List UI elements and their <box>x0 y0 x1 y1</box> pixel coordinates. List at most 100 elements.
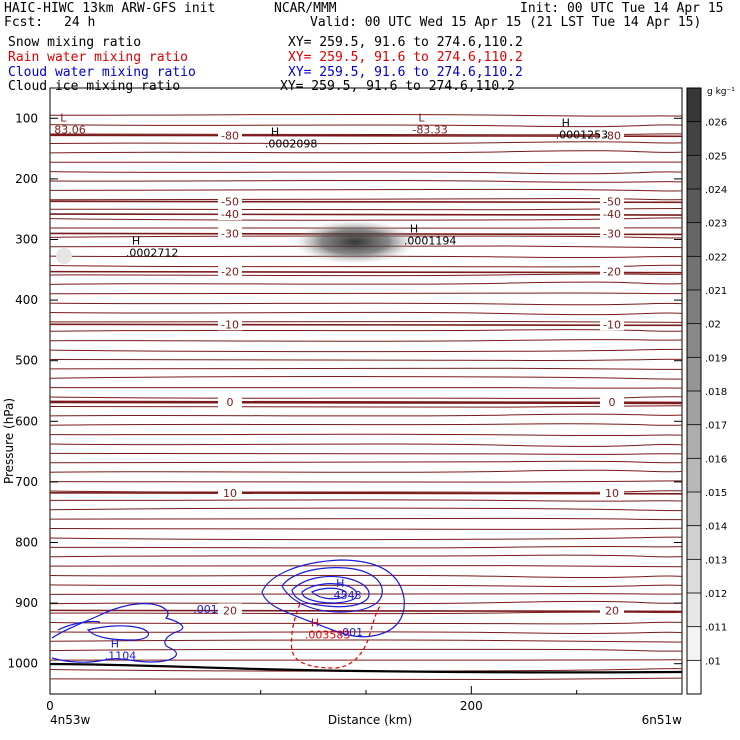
temperature-contour-label: -30 <box>221 227 239 240</box>
y-tick-label: 800 <box>15 536 38 550</box>
temperature-contour-labelled <box>49 492 683 495</box>
temperature-contour-line <box>49 423 683 426</box>
extremum-marker: H <box>111 638 119 651</box>
temperature-contour-line <box>49 320 683 323</box>
temperature-contour-labelled <box>49 270 683 274</box>
temperature-contour-line <box>49 311 683 316</box>
colorbar-tick-label: .024 <box>705 185 727 196</box>
temperature-contour-line <box>49 197 683 201</box>
temperature-contour-line <box>49 264 683 268</box>
cloud-water-inner-1 <box>291 575 370 608</box>
colorbar: .01 .011 .012 .013 .014 .015 .016 .017 .018 .019.… <box>686 87 727 695</box>
temperature-contour-label: -30 <box>603 227 621 240</box>
extrema-labels: L83.06L-83.33H.0002098H.0001253H.0002712… <box>54 112 608 663</box>
contour-label-bg <box>600 394 624 408</box>
contour-label-bg <box>600 226 624 240</box>
temperature-contours: -80 -80-50 -50-40 -40-30 -30-20 -20-10 -100 010… <box>49 113 683 681</box>
temperature-contour-line <box>49 292 683 295</box>
cloud-water-outer-right <box>261 559 405 638</box>
temperature-contour-line <box>49 611 683 615</box>
temperature-contour-label: 20 <box>223 604 237 617</box>
model-title: HAIC-HIWC 13km ARW-GFS init <box>4 1 216 16</box>
colorbar-segment <box>687 155 701 189</box>
extremum-marker: H <box>271 126 279 139</box>
snow-shading-faint <box>56 248 72 264</box>
temperature-contour-labelled <box>49 134 683 138</box>
temperature-contour-line <box>49 188 683 192</box>
extremum-value: .0001194 <box>404 234 457 247</box>
valid-time: Valid: 00 UTC Wed 15 Apr 15 (21 LST Tue … <box>310 15 702 30</box>
temperature-contour-line <box>49 124 683 128</box>
ground-line <box>49 662 683 674</box>
y-tick-label: 700 <box>15 475 38 489</box>
y-tick-label: 900 <box>15 596 38 610</box>
contour-label-bg <box>218 194 242 208</box>
temperature-contour-line <box>49 133 683 136</box>
cloud-water-contours <box>51 559 405 663</box>
x-endpoint-left: 4n53w <box>50 713 91 727</box>
field-xy-snow: XY= 259.5, 91.6 to 274.6,110.2 <box>288 35 523 50</box>
colorbar-segment <box>687 424 701 459</box>
temperature-contour-label: -20 <box>221 266 239 279</box>
colorbar-segment <box>687 626 701 661</box>
fcst-label: Fcst: <box>4 15 44 30</box>
colorbar-segment <box>687 121 701 156</box>
contour-label-bg <box>600 317 624 331</box>
temperature-contour-label: 0 <box>227 396 234 409</box>
extremum-marker: L <box>418 112 425 125</box>
temperature-contour-line <box>49 648 683 652</box>
colorbar-segment <box>687 391 701 425</box>
colorbar-segment <box>687 525 701 560</box>
temperature-contour-label: -40 <box>603 208 621 221</box>
temperature-contour-label: -10 <box>603 318 621 331</box>
extremum-value: .1104 <box>105 650 137 663</box>
temperature-contour-label: -50 <box>603 195 621 208</box>
field-xy-cloud-water: XY= 259.5, 91.6 to 274.6,110.2 <box>288 65 523 80</box>
contour-label-bg <box>218 394 242 408</box>
temperature-contour-line <box>49 113 683 117</box>
temperature-contour-label: 20 <box>605 604 619 617</box>
temperature-contour-line <box>49 161 683 164</box>
temperature-contour-label: -50 <box>221 195 239 208</box>
cloud-water-mid <box>281 567 383 613</box>
field-xy-cloud-ice: XY= 259.5, 91.6 to 274.6,110.2 <box>280 79 515 94</box>
colorbar-segment <box>687 492 701 526</box>
cloud-water-left-2 <box>57 620 101 631</box>
temperature-contour-line <box>49 621 683 625</box>
contour-label-bg <box>218 603 242 617</box>
temperature-contour-line <box>49 179 683 183</box>
extremum-value: .0001253 <box>556 128 609 141</box>
extremum-marker: H <box>132 235 140 248</box>
colorbar-tick-label: .019 <box>705 353 727 364</box>
colorbar-segment <box>687 559 701 593</box>
colorbar-tick-label: .025 <box>705 151 727 162</box>
contour-label-bg <box>600 603 624 617</box>
temperature-contour-line <box>49 433 683 437</box>
temperature-contour-line <box>49 443 683 447</box>
temperature-contour-line <box>49 405 683 409</box>
temperature-contour-line <box>49 348 683 353</box>
extremum-marker: H <box>311 616 319 629</box>
colorbar-tick-label: .01 <box>705 656 721 667</box>
y-tick-label: 400 <box>15 293 38 307</box>
rain-contour <box>290 603 381 669</box>
extremum-value: .0002712 <box>126 247 179 260</box>
temperature-contour-line <box>49 554 683 558</box>
colorbar-segment <box>687 458 701 492</box>
extremum-marker: H <box>336 577 344 590</box>
temperature-contour-line <box>49 150 683 154</box>
temperature-contour-line <box>49 668 683 672</box>
colorbar-tick-label: .016 <box>705 454 727 465</box>
extremum-value: -83.33 <box>412 124 447 137</box>
temperature-contour-line <box>49 171 683 175</box>
temperature-contour-line <box>49 677 683 681</box>
temperature-contour-line <box>49 339 683 342</box>
temperature-contour-line <box>49 281 683 285</box>
temperature-contour-line <box>49 329 683 332</box>
field-name-rain: Rain water mixing ratio <box>8 50 189 65</box>
temperature-contour-line <box>49 545 683 549</box>
temperature-contour-line <box>49 584 683 588</box>
temperature-contour-labelled <box>49 213 683 216</box>
colorbar-segment <box>687 290 701 324</box>
